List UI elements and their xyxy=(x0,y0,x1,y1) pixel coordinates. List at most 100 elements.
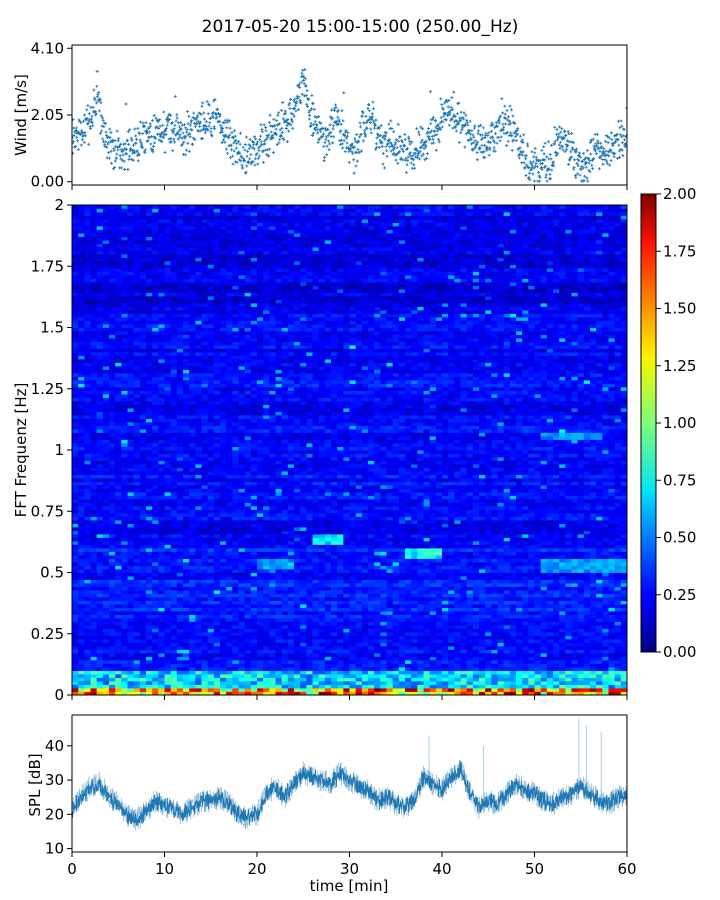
spectrogram-cell xyxy=(78,639,85,643)
spectrogram-cell xyxy=(516,653,523,657)
wind-point xyxy=(434,118,438,122)
spectrogram-cell xyxy=(183,583,190,587)
spectrogram-cell xyxy=(133,569,141,573)
spectrogram-cell xyxy=(189,674,196,678)
spectrogram-cell xyxy=(127,583,135,587)
spectrogram-cell xyxy=(503,593,511,598)
spectrogram-cell xyxy=(380,649,387,654)
spectrogram-cell xyxy=(386,562,394,566)
spectrogram-cell xyxy=(158,600,165,605)
spectrogram-cell xyxy=(485,569,492,573)
spectrogram-cell xyxy=(300,572,307,577)
spectrogram-cell xyxy=(355,586,363,591)
spectrogram-cell xyxy=(417,688,424,692)
spectrogram-cell xyxy=(244,569,252,573)
spectrogram-cell xyxy=(250,579,258,584)
spectrogram-cell xyxy=(429,656,437,661)
spectrogram-cell xyxy=(577,586,585,591)
spectrogram-cell xyxy=(139,576,147,580)
spectrogram-cell xyxy=(213,663,221,668)
wind-point xyxy=(472,135,476,139)
spectrogram-cell xyxy=(287,621,295,626)
wind-point xyxy=(462,111,466,115)
spectrogram-cell xyxy=(238,572,246,577)
wind-point xyxy=(480,133,484,137)
spectrogram-cell xyxy=(232,656,239,661)
spectrogram-cell xyxy=(491,618,498,622)
spectrogram-cell xyxy=(90,635,98,640)
spectrogram-cell xyxy=(614,621,622,626)
wind-point xyxy=(136,159,140,163)
spectrogram-cell xyxy=(577,691,585,695)
spectrogram-cell xyxy=(590,607,597,612)
spectrogram-cell xyxy=(226,611,233,615)
spectrogram-cell xyxy=(152,569,159,573)
spectrogram-cell xyxy=(232,642,239,647)
spectrogram-cell xyxy=(460,677,468,682)
spectrogram-cell xyxy=(146,656,153,661)
wind-point xyxy=(117,136,121,140)
spectrogram-cell xyxy=(189,663,196,668)
wind-point xyxy=(324,138,328,142)
spectrogram-cell xyxy=(614,632,622,636)
spectrogram-cell xyxy=(275,600,283,605)
spectrogram-cell xyxy=(300,632,307,636)
wind-point xyxy=(310,107,314,111)
spectrogram-cell xyxy=(300,621,307,626)
spectrogram-cell xyxy=(479,653,486,657)
spectrogram-cell xyxy=(164,572,172,577)
spectrogram-cell xyxy=(590,628,597,633)
spectrogram-cell xyxy=(442,677,449,682)
spectrogram-cell xyxy=(146,628,153,633)
spectrogram-cell xyxy=(306,583,313,587)
spectrogram-cell xyxy=(343,625,350,629)
wind-point xyxy=(323,155,327,159)
spectrogram-cell xyxy=(318,688,326,692)
spectrogram-cell xyxy=(516,597,523,601)
wind-point xyxy=(269,130,273,134)
wind-point xyxy=(375,132,379,136)
spectrogram-cell xyxy=(238,621,246,626)
spectrogram-cell xyxy=(423,607,431,612)
spectrogram-cell xyxy=(596,597,603,601)
spectrogram-cell xyxy=(343,663,350,668)
spectrogram-cell xyxy=(337,677,344,682)
spectrogram-cell xyxy=(374,625,381,629)
spectrogram-cell xyxy=(602,562,609,566)
wind-point xyxy=(131,143,135,147)
spectrogram-cell xyxy=(139,621,147,626)
spectrogram-cell xyxy=(78,674,85,678)
spectrogram-cell xyxy=(590,565,597,570)
spectrogram-cell xyxy=(312,667,320,671)
spectrogram-cell xyxy=(195,681,202,685)
spectrogram-cell xyxy=(577,593,585,598)
spectrogram-cell xyxy=(614,600,622,605)
spectrogram-cell xyxy=(244,677,252,682)
spectrogram-cell xyxy=(349,572,357,577)
spectrogram-cell xyxy=(442,639,449,643)
spectrogram-cell xyxy=(608,628,616,633)
spectrogram-cell xyxy=(189,569,196,573)
spectrogram-cell xyxy=(577,660,585,664)
spectrogram-cell xyxy=(355,628,363,633)
spectrogram-cell xyxy=(318,586,326,591)
spectrogram-cell xyxy=(435,576,443,580)
spectrogram-cell xyxy=(90,660,98,664)
spectrogram-cell xyxy=(158,572,165,577)
spectrogram-cell xyxy=(392,621,400,626)
spectrogram-cell xyxy=(84,667,91,671)
spectrogram-cell xyxy=(133,614,141,619)
wind-point xyxy=(148,124,152,128)
spectrogram-cell xyxy=(620,691,627,695)
spectrogram-cell xyxy=(534,667,542,671)
spectrogram-cell xyxy=(374,670,381,675)
spectrogram-cell xyxy=(96,677,104,682)
spectrogram-cell xyxy=(244,586,252,591)
wind-point xyxy=(144,129,148,133)
spectrogram-cell xyxy=(349,635,357,640)
wind-point xyxy=(513,121,517,125)
spectrogram-cell xyxy=(127,572,135,577)
spectrogram-cell xyxy=(534,583,542,587)
wind-point xyxy=(617,143,621,147)
spectrogram-cell xyxy=(448,590,455,594)
